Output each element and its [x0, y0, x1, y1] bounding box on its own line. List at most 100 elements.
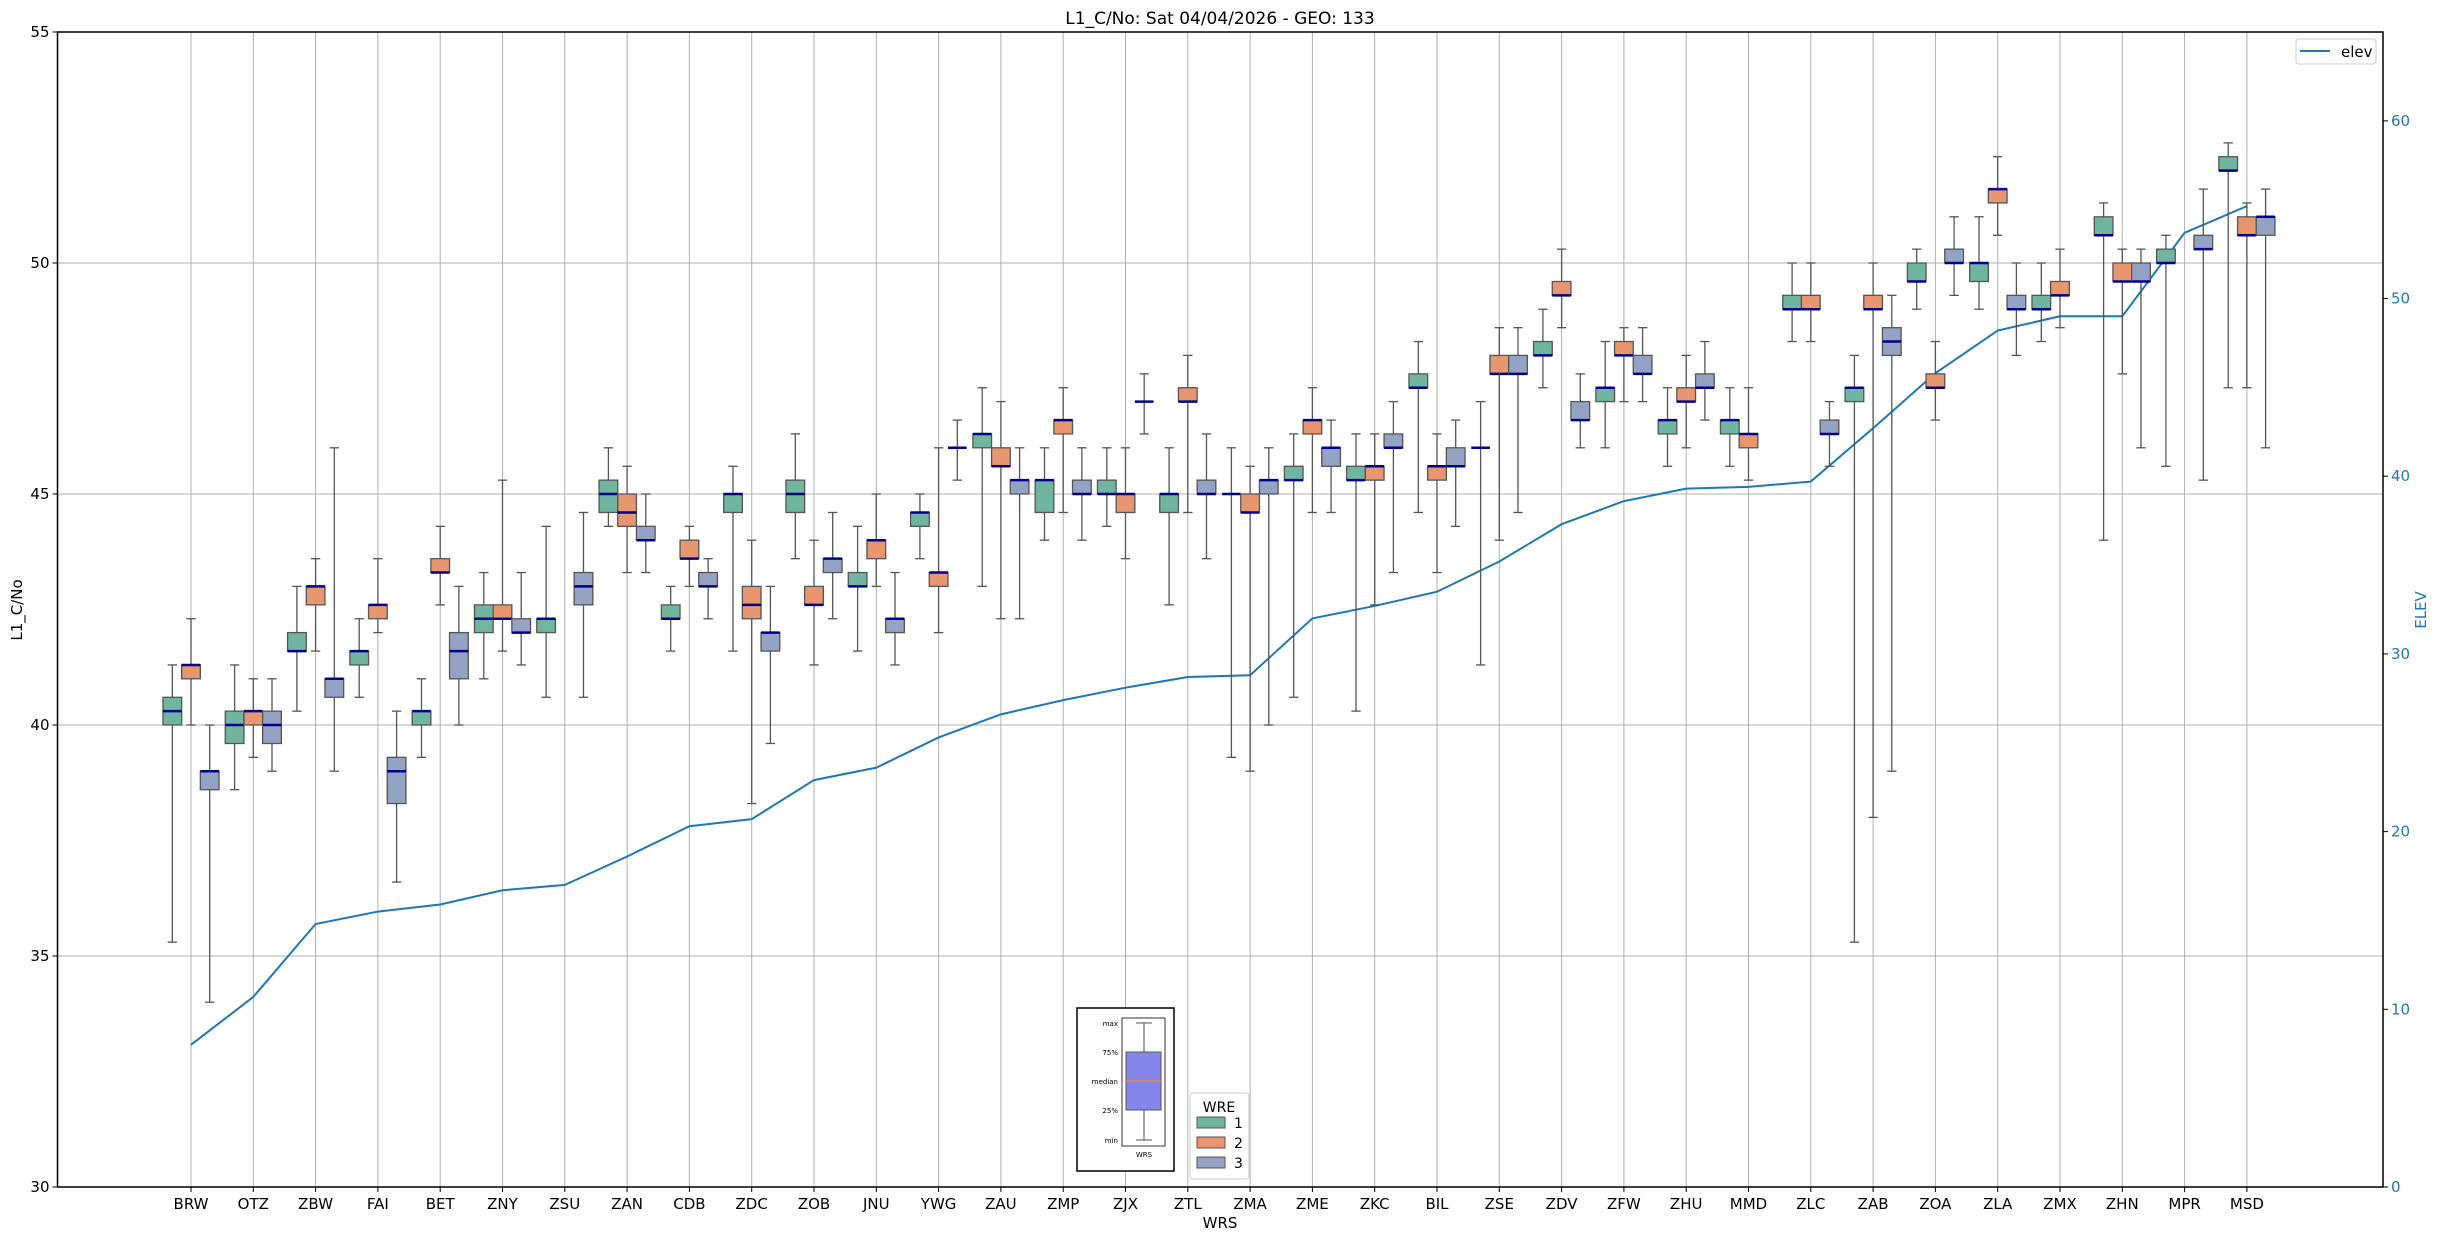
box-wre3-zoa: [1944, 216, 1965, 296]
x-tick-label-fai: FAI: [367, 1195, 389, 1213]
chart-title: L1_C/No: Sat 04/04/2026 - GEO: 133: [1065, 9, 1374, 29]
elev-legend-label: elev: [2341, 43, 2373, 61]
iqr-box: [1987, 188, 2008, 204]
box-wre3-zab: [1881, 294, 1902, 772]
iqr-box: [1283, 465, 1304, 481]
iqr-box: [1906, 262, 1927, 283]
x-tick-label-zjx: ZJX: [1113, 1195, 1138, 1213]
box-wre2-zab: [1863, 262, 1884, 819]
inset-label-median: median: [1092, 1078, 1118, 1086]
iqr-box: [573, 571, 594, 606]
iqr-box: [1570, 400, 1591, 421]
iqr-box: [386, 756, 407, 805]
iqr-box: [909, 511, 930, 527]
iqr-box: [598, 479, 619, 514]
box-wre3-mpr: [2193, 188, 2214, 481]
iqr-box: [928, 571, 949, 588]
box-wre3-bet: [448, 585, 469, 726]
y2-tick-label: 40: [2391, 467, 2410, 485]
box-wre1-zmp: [1034, 447, 1055, 541]
iqr-box: [2236, 216, 2257, 236]
box-wre2-zlc: [1800, 262, 1821, 343]
box-wre2-zma: [1240, 465, 1261, 772]
y2-axis-label: ELEV: [2412, 590, 2430, 628]
box-wre3-zme: [1321, 419, 1342, 514]
iqr-box: [2218, 156, 2239, 172]
box-wre3-zdv: [1570, 373, 1591, 449]
box-wre1-zab: [1844, 354, 1865, 943]
box-wre2-bil: [1427, 433, 1447, 574]
iqr-box: [1863, 294, 1884, 310]
x-tick-label-zob: ZOB: [798, 1195, 830, 1213]
iqr-box: [723, 493, 744, 514]
box-wre3-zan: [635, 493, 656, 574]
iqr-box: [2193, 234, 2214, 250]
elev-line-layer: [190, 205, 2248, 1046]
iqr-box: [990, 447, 1011, 467]
box-wre3-zsu: [573, 511, 594, 698]
iqr-box: [1507, 354, 1528, 375]
box-wre2-zmp: [1053, 387, 1074, 514]
x-tick-label-bet: BET: [426, 1195, 456, 1213]
box-wre2-zfw: [1613, 327, 1634, 403]
box-wre1-ywg: [909, 493, 930, 560]
x-tick-label-zse: ZSE: [1485, 1195, 1514, 1213]
box-wre3-brw: [199, 724, 220, 1003]
box-wre1-zhn: [2093, 202, 2114, 541]
iqr-box: [1258, 479, 1279, 495]
iqr-box: [679, 539, 700, 560]
iqr-box: [1844, 387, 1865, 403]
iqr-box: [2031, 294, 2052, 310]
iqr-box: [1159, 493, 1180, 514]
iqr-box: [1532, 340, 1553, 357]
iqr-box: [1115, 493, 1136, 514]
box-wre2-zhu: [1676, 354, 1697, 449]
iqr-box: [1632, 354, 1653, 375]
iqr-box: [2155, 248, 2176, 264]
iqr-box: [430, 558, 451, 574]
y-tick-label: 50: [30, 254, 49, 272]
iqr-box: [511, 618, 532, 634]
x-tick-label-ywg: YWG: [920, 1195, 957, 1213]
box-wre1-zsu: [536, 525, 557, 698]
box-wre1-zdc: [723, 465, 744, 652]
box-wre1-zse: [1471, 400, 1490, 666]
box-wre1-zob: [785, 433, 806, 560]
iqr-box: [1595, 387, 1616, 403]
x-tick-label-zbw: ZBW: [298, 1195, 333, 1213]
iqr-box: [617, 493, 638, 527]
box-wre1-bil: [1408, 340, 1429, 514]
y-axis-ticks: 30 35 40 45 50 55: [30, 23, 58, 1196]
box-wre3-zlc: [1819, 400, 1840, 467]
box-wre1-zoa: [1906, 248, 1927, 310]
inset-xlabel: WRS: [1136, 1151, 1153, 1159]
x-tick-label-zab: ZAB: [1858, 1195, 1889, 1213]
iqr-box: [1196, 479, 1217, 495]
x-tick-label-zfw: ZFW: [1607, 1195, 1641, 1213]
box-wre2-zny: [492, 479, 513, 652]
x-tick-label-bil: BIL: [1425, 1195, 1449, 1213]
iqr-box: [1009, 479, 1030, 495]
iqr-box: [324, 678, 345, 698]
box-wre1-zau: [972, 387, 993, 588]
box-wre3-fai: [386, 710, 407, 883]
iqr-box: [1800, 294, 1821, 310]
box-wre1-zny: [473, 571, 494, 680]
iqr-box: [1240, 493, 1261, 514]
y-axis-label: L1_C/No: [8, 579, 27, 640]
x-tick-label-zdv: ZDV: [1546, 1195, 1579, 1213]
box-wre1-zjx: [1096, 447, 1117, 527]
iqr-box: [1969, 262, 1990, 283]
x-tick-label-zsu: ZSU: [549, 1195, 580, 1213]
box-wre2-zan: [617, 465, 638, 574]
box-wre2-zau: [990, 400, 1011, 620]
box-wre2-mmd: [1738, 387, 1759, 481]
iqr-box: [2255, 216, 2276, 236]
y2-tick-label: 50: [2391, 290, 2410, 308]
iqr-box: [1925, 373, 1946, 389]
iqr-box: [1694, 373, 1715, 389]
iqr-box: [1321, 447, 1342, 467]
box-wre2-zoa: [1925, 340, 1946, 421]
box-wre2-zkc: [1364, 433, 1385, 606]
inset-label-min: min: [1105, 1137, 1118, 1145]
